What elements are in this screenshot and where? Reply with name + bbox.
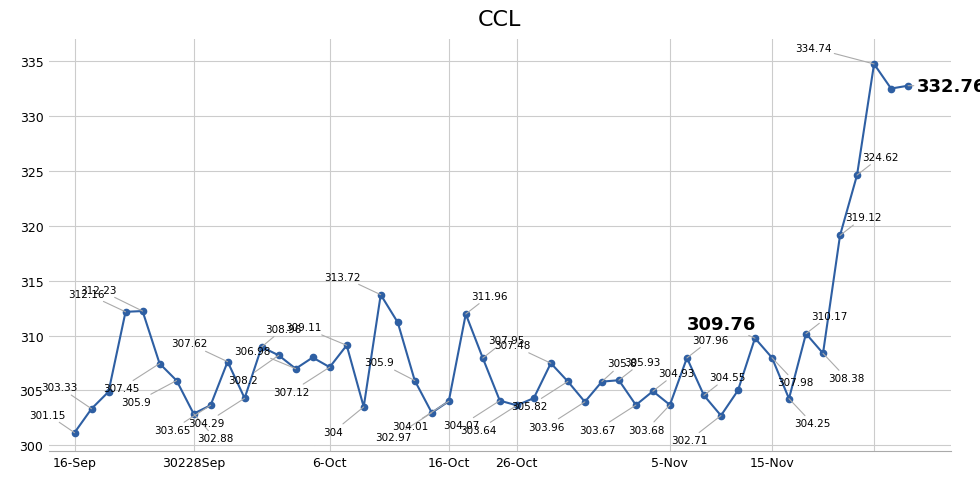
Text: 303.33: 303.33 — [41, 383, 91, 409]
Text: 304.25: 304.25 — [789, 399, 830, 428]
Text: 304.55: 304.55 — [704, 372, 746, 396]
Text: 305.82: 305.82 — [511, 382, 567, 411]
Text: 313.72: 313.72 — [323, 272, 380, 295]
Text: 303.96: 303.96 — [528, 402, 585, 432]
Text: 305.8: 305.8 — [602, 359, 637, 382]
Text: 307.96: 307.96 — [687, 335, 728, 358]
Text: 304: 304 — [323, 407, 364, 437]
Text: 307.62: 307.62 — [171, 339, 227, 362]
Text: 302.71: 302.71 — [671, 416, 721, 445]
Text: 308.38: 308.38 — [823, 354, 864, 383]
Text: 304.07: 304.07 — [443, 401, 500, 430]
Text: 305.9: 305.9 — [122, 381, 176, 407]
Text: 303.67: 303.67 — [579, 405, 636, 435]
Text: 307.45: 307.45 — [103, 364, 160, 393]
Text: 303.65: 303.65 — [154, 405, 211, 435]
Text: 312.23: 312.23 — [80, 285, 142, 312]
Text: 304.93: 304.93 — [653, 368, 695, 391]
Text: 304.29: 304.29 — [188, 398, 245, 428]
Text: 306.98: 306.98 — [234, 346, 296, 369]
Text: 307.98: 307.98 — [772, 358, 813, 388]
Text: 303.68: 303.68 — [628, 405, 670, 435]
Text: 307.95: 307.95 — [483, 335, 524, 358]
Text: 304.01: 304.01 — [392, 401, 449, 431]
Text: 305.93: 305.93 — [619, 357, 661, 380]
Title: CCL: CCL — [478, 10, 521, 30]
Text: 334.74: 334.74 — [795, 44, 874, 65]
Text: 310.17: 310.17 — [806, 311, 848, 334]
Text: 311.96: 311.96 — [466, 291, 508, 315]
Text: 309.76: 309.76 — [687, 315, 757, 339]
Text: 332.76: 332.76 — [908, 78, 980, 96]
Text: 308.2: 308.2 — [228, 356, 278, 385]
Text: 309.11: 309.11 — [285, 323, 347, 346]
Text: 301.15: 301.15 — [29, 410, 74, 433]
Text: 307.48: 307.48 — [494, 340, 551, 364]
Text: 302.97: 302.97 — [375, 413, 432, 442]
Text: 319.12: 319.12 — [840, 213, 882, 236]
Text: 302.88: 302.88 — [194, 414, 233, 443]
Text: 305.9: 305.9 — [365, 358, 415, 381]
Text: 308.96: 308.96 — [262, 324, 302, 347]
Text: 312.16: 312.16 — [69, 289, 125, 312]
Text: 324.62: 324.62 — [858, 153, 899, 176]
Text: 307.12: 307.12 — [272, 367, 329, 397]
Text: 303.64: 303.64 — [460, 405, 516, 435]
